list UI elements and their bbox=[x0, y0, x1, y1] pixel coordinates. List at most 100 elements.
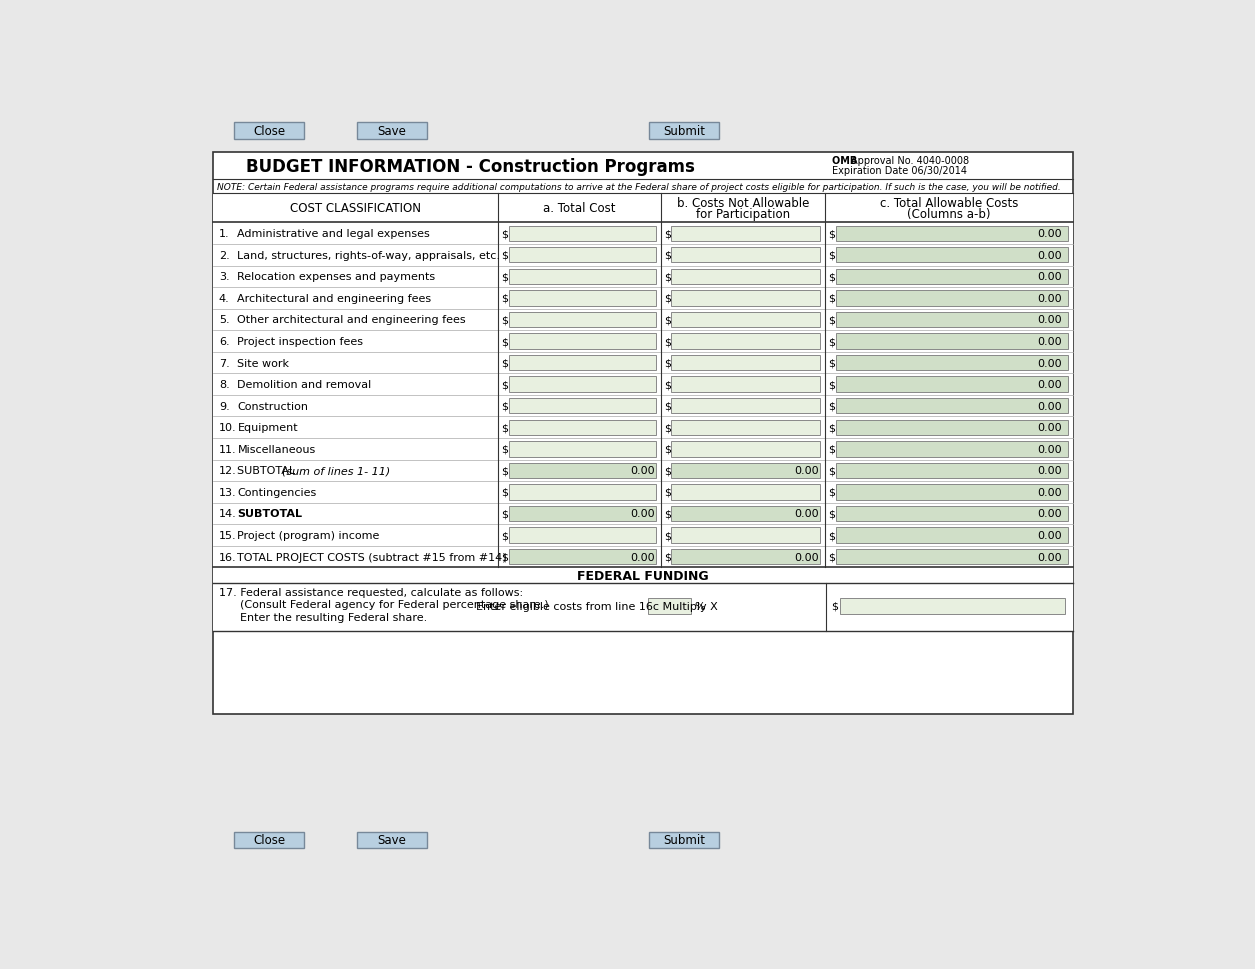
Bar bbox=[212, 223, 1073, 245]
Bar bbox=[841, 599, 1065, 614]
Text: $: $ bbox=[664, 401, 670, 411]
Bar bbox=[649, 599, 690, 614]
Bar bbox=[671, 506, 821, 521]
Text: $: $ bbox=[828, 401, 835, 411]
Text: 0.00: 0.00 bbox=[1038, 401, 1062, 411]
Text: (Consult Federal agency for Federal percentage share.): (Consult Federal agency for Federal perc… bbox=[218, 600, 548, 610]
Bar bbox=[212, 568, 1073, 583]
Bar bbox=[212, 330, 1073, 353]
Text: 13.: 13. bbox=[218, 487, 236, 497]
Text: 0.00: 0.00 bbox=[1038, 487, 1062, 497]
Bar bbox=[836, 484, 1068, 500]
Text: $: $ bbox=[501, 315, 508, 326]
Text: 9.: 9. bbox=[218, 401, 230, 411]
Text: $: $ bbox=[501, 336, 508, 347]
Bar bbox=[671, 377, 821, 392]
Text: Close: Close bbox=[254, 124, 285, 138]
Bar bbox=[671, 356, 821, 371]
Bar bbox=[671, 398, 821, 414]
Text: $: $ bbox=[664, 530, 670, 541]
Text: $: $ bbox=[828, 445, 835, 454]
Text: $: $ bbox=[664, 315, 670, 326]
Text: $: $ bbox=[664, 336, 670, 347]
Text: $: $ bbox=[828, 315, 835, 326]
Bar bbox=[671, 291, 821, 306]
Text: $: $ bbox=[664, 487, 670, 497]
Text: $: $ bbox=[664, 251, 670, 261]
Text: $: $ bbox=[828, 336, 835, 347]
Bar bbox=[498, 194, 660, 223]
Text: $: $ bbox=[664, 359, 670, 368]
Text: $: $ bbox=[501, 272, 508, 282]
Text: c. Total Allowable Costs: c. Total Allowable Costs bbox=[880, 197, 1018, 209]
Bar bbox=[212, 309, 1073, 330]
Text: $: $ bbox=[828, 294, 835, 303]
Text: $: $ bbox=[501, 401, 508, 411]
Text: Save: Save bbox=[378, 124, 407, 138]
Text: Save: Save bbox=[378, 833, 407, 847]
Bar bbox=[356, 831, 427, 849]
Bar bbox=[508, 398, 656, 414]
Bar bbox=[836, 398, 1068, 414]
Bar bbox=[508, 506, 656, 521]
Text: $: $ bbox=[664, 445, 670, 454]
Text: $: $ bbox=[664, 294, 670, 303]
Text: 4.: 4. bbox=[218, 294, 230, 303]
Bar bbox=[212, 525, 1073, 547]
Text: Site work: Site work bbox=[237, 359, 290, 368]
Bar bbox=[660, 194, 825, 223]
Bar bbox=[508, 356, 656, 371]
Bar bbox=[212, 353, 1073, 374]
Text: $: $ bbox=[831, 602, 838, 611]
Text: 0.00: 0.00 bbox=[1038, 315, 1062, 326]
Bar bbox=[508, 528, 656, 544]
Text: 8.: 8. bbox=[218, 380, 230, 390]
Text: $: $ bbox=[828, 530, 835, 541]
Text: OMB: OMB bbox=[832, 156, 861, 166]
Text: 0.00: 0.00 bbox=[794, 466, 818, 476]
Bar bbox=[508, 549, 656, 565]
Text: $: $ bbox=[828, 466, 835, 476]
Text: Equipment: Equipment bbox=[237, 422, 299, 433]
Bar bbox=[671, 442, 821, 457]
Text: 0.00: 0.00 bbox=[1038, 422, 1062, 433]
Text: $: $ bbox=[501, 552, 508, 562]
Bar bbox=[212, 417, 1073, 439]
Bar bbox=[671, 227, 821, 241]
Text: $: $ bbox=[501, 445, 508, 454]
Text: 12.: 12. bbox=[218, 466, 237, 476]
Bar bbox=[671, 269, 821, 285]
Bar bbox=[508, 269, 656, 285]
Text: Contingencies: Contingencies bbox=[237, 487, 316, 497]
Text: Project inspection fees: Project inspection fees bbox=[237, 336, 364, 347]
Text: Architectural and engineering fees: Architectural and engineering fees bbox=[237, 294, 432, 303]
Text: Enter eligible costs from line 16c Multiply X: Enter eligible costs from line 16c Multi… bbox=[476, 602, 718, 611]
Text: 0.00: 0.00 bbox=[1038, 272, 1062, 282]
Text: Miscellaneous: Miscellaneous bbox=[237, 445, 316, 454]
Text: $: $ bbox=[501, 251, 508, 261]
Text: 2.: 2. bbox=[218, 251, 230, 261]
Text: NOTE: Certain Federal assistance programs require additional computations to arr: NOTE: Certain Federal assistance program… bbox=[217, 182, 1060, 192]
Bar bbox=[836, 248, 1068, 264]
Bar bbox=[235, 831, 304, 849]
Bar bbox=[671, 334, 821, 350]
Bar bbox=[212, 460, 1073, 482]
Text: 0.00: 0.00 bbox=[630, 509, 654, 519]
Text: Relocation expenses and payments: Relocation expenses and payments bbox=[237, 272, 435, 282]
Text: $: $ bbox=[828, 272, 835, 282]
Text: 0.00: 0.00 bbox=[1038, 509, 1062, 519]
Bar bbox=[671, 421, 821, 435]
Text: BUDGET INFORMATION - Construction Programs: BUDGET INFORMATION - Construction Progra… bbox=[246, 158, 695, 176]
Text: 0.00: 0.00 bbox=[1038, 229, 1062, 239]
Text: 15.: 15. bbox=[218, 530, 236, 541]
Text: (Columns a-b): (Columns a-b) bbox=[907, 207, 990, 221]
Text: 0.00: 0.00 bbox=[794, 509, 818, 519]
Text: $: $ bbox=[664, 552, 670, 562]
Text: Enter the resulting Federal share.: Enter the resulting Federal share. bbox=[218, 612, 427, 622]
Bar bbox=[212, 266, 1073, 288]
Bar bbox=[649, 831, 719, 849]
Text: %: % bbox=[695, 602, 705, 611]
Bar bbox=[508, 291, 656, 306]
Bar bbox=[508, 227, 656, 241]
Text: 0.00: 0.00 bbox=[1038, 251, 1062, 261]
